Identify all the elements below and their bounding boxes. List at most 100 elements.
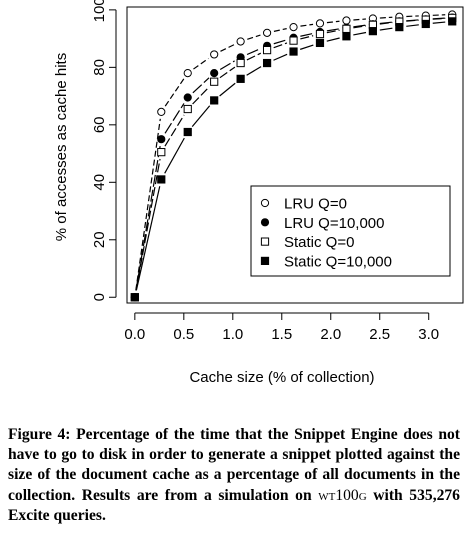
series-line-segment <box>432 21 446 24</box>
series-line-segment <box>247 34 261 40</box>
legend-entry: LRU Q=0 <box>284 196 347 213</box>
data-point <box>262 58 272 68</box>
x-tick-label: 0.5 <box>173 326 194 343</box>
series-line-segment <box>246 66 262 76</box>
x-tick-label: 2.0 <box>320 326 341 343</box>
series-line-segment <box>406 15 419 18</box>
data-point <box>342 16 351 25</box>
series-lru-q-0 <box>130 10 457 302</box>
series-line-segment <box>164 103 185 134</box>
series-line-segment <box>432 14 446 16</box>
legend: LRU Q=0 LRU Q=10,000 Static Q=0 Static Q=10… <box>250 185 451 277</box>
series-line-segment <box>164 114 185 147</box>
data-point <box>342 32 351 41</box>
x-tick-label: 1.0 <box>222 326 243 343</box>
data-point <box>183 104 192 114</box>
series-line-segment <box>353 31 367 36</box>
data-point <box>157 135 166 144</box>
series-line-segment <box>300 44 314 50</box>
data-point <box>421 19 430 29</box>
series-line-segment <box>193 57 209 70</box>
series-line-segment <box>300 23 314 27</box>
series-line-segment <box>220 44 235 52</box>
data-point <box>315 38 325 48</box>
legend-marker <box>260 218 270 227</box>
series-line-segment <box>191 105 211 128</box>
series-line-segment <box>326 20 340 24</box>
series-line-segment <box>326 29 340 34</box>
figure-caption-text: Percentage of the time that the Snippet … <box>8 426 461 504</box>
data-point <box>130 293 139 302</box>
data-point <box>395 23 404 32</box>
cache-hit-chart: 0.0 0.5 1.0 1.5 2.0 2.5 3.0 0 20 40 60 80 100 LRU Q… <box>53 0 464 386</box>
series-line-segment <box>273 28 287 32</box>
y-tick-label: 0 <box>91 293 108 301</box>
data-point <box>289 23 298 32</box>
data-point <box>210 68 219 78</box>
series-line-segment <box>192 86 210 105</box>
x-tick-label: 0.0 <box>124 326 145 343</box>
series-line-segment <box>353 24 367 28</box>
series-line-segment <box>353 18 366 21</box>
y-tick-label: 40 <box>91 174 108 191</box>
figure-caption-label: Figure 4: <box>8 426 71 443</box>
x-axis: 0.0 0.5 1.0 1.5 2.0 2.5 3.0 <box>124 312 439 343</box>
series-line-segment <box>326 37 340 42</box>
data-point <box>448 17 457 26</box>
figure-caption-tail: with 535,276 Excite queries. <box>8 486 460 524</box>
data-point <box>262 46 272 55</box>
series-line-segment <box>379 21 393 25</box>
series-line-segment <box>353 25 367 29</box>
y-tick-label: 60 <box>91 116 108 133</box>
data-point <box>289 36 298 45</box>
data-point <box>157 107 166 116</box>
data-point <box>236 37 245 46</box>
series-line-segment <box>273 42 288 49</box>
data-point <box>157 175 166 184</box>
series-line-segment <box>406 19 419 22</box>
series-layer <box>130 10 457 302</box>
series-line-segment <box>432 17 446 20</box>
series-line-segment <box>300 35 314 40</box>
plot-frame <box>126 6 464 304</box>
series-line-segment <box>273 53 288 61</box>
legend-box <box>250 185 451 277</box>
data-point <box>210 50 219 59</box>
legend-entry: LRU Q=10,000 <box>284 215 384 232</box>
series-line-segment <box>192 77 210 94</box>
series-line-segment <box>219 82 236 97</box>
x-tick-label: 3.0 <box>418 326 439 343</box>
y-tick-label: 20 <box>91 231 108 248</box>
series-line-segment <box>135 118 161 291</box>
data-point <box>315 19 325 28</box>
x-tick-label: 1.5 <box>271 326 292 343</box>
data-point <box>236 74 245 83</box>
series-line-segment <box>300 32 314 37</box>
data-point <box>210 77 219 86</box>
collection-name: wt100g <box>318 486 367 504</box>
series-line-segment <box>135 158 161 291</box>
data-point <box>210 96 219 105</box>
legend-marker <box>260 198 270 208</box>
legend-entry: Static Q=0 <box>284 234 354 251</box>
y-tick-label: 100 <box>91 0 108 22</box>
series-line-segment <box>219 60 235 71</box>
figure-caption: Figure 4: Percentage of the time that th… <box>8 425 460 526</box>
series-line-segment <box>219 66 236 79</box>
data-point <box>236 58 245 68</box>
x-axis-label: Cache size (% of collection) <box>189 369 374 386</box>
data-point <box>342 24 351 33</box>
data-point <box>262 28 272 37</box>
series-line-segment <box>246 52 262 61</box>
series-line-segment <box>246 48 261 56</box>
series-line-segment <box>273 39 288 45</box>
series-line-segment <box>135 145 161 291</box>
y-axis: 0 20 40 60 80 100 <box>91 0 117 301</box>
legend-marker <box>260 256 270 265</box>
data-point <box>368 27 377 36</box>
series-line-segment <box>164 78 185 107</box>
data-point <box>183 127 192 137</box>
series-line-segment <box>379 16 393 19</box>
data-point <box>183 93 192 102</box>
series-line-segment <box>406 24 419 27</box>
